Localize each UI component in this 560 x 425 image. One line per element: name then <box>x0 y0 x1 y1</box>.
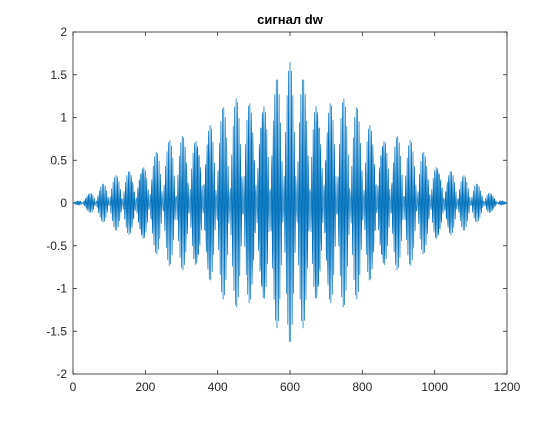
x-tick-label: 0 <box>70 380 77 394</box>
series-layer <box>72 61 508 342</box>
y-tick-label: 1.5 <box>50 68 67 82</box>
y-tick-label: 0.5 <box>50 153 67 167</box>
x-tick-label: 1000 <box>421 380 448 394</box>
x-tick-label: 800 <box>352 380 372 394</box>
y-tick-label: -1 <box>56 282 67 296</box>
y-axis-ticks: 2 1.5 1 0.5 0 -0.5 -1 -1.5 -2 <box>46 25 507 381</box>
y-tick-label: 0 <box>60 196 67 210</box>
y-tick-label: 2 <box>60 25 67 39</box>
x-tick-label: 200 <box>135 380 155 394</box>
y-tick-label: 1 <box>60 111 67 125</box>
x-tick-label: 600 <box>280 380 300 394</box>
x-tick-label: 1200 <box>494 380 521 394</box>
chart-title: сигнал dw <box>257 12 324 27</box>
x-axis-ticks: 0 200 400 600 800 1000 1200 <box>70 32 521 394</box>
x-tick-label: 400 <box>208 380 228 394</box>
series-line-dw <box>72 61 508 342</box>
y-tick-label: -2 <box>56 367 67 381</box>
y-tick-label: -1.5 <box>46 324 67 338</box>
y-tick-label: -0.5 <box>46 239 67 253</box>
